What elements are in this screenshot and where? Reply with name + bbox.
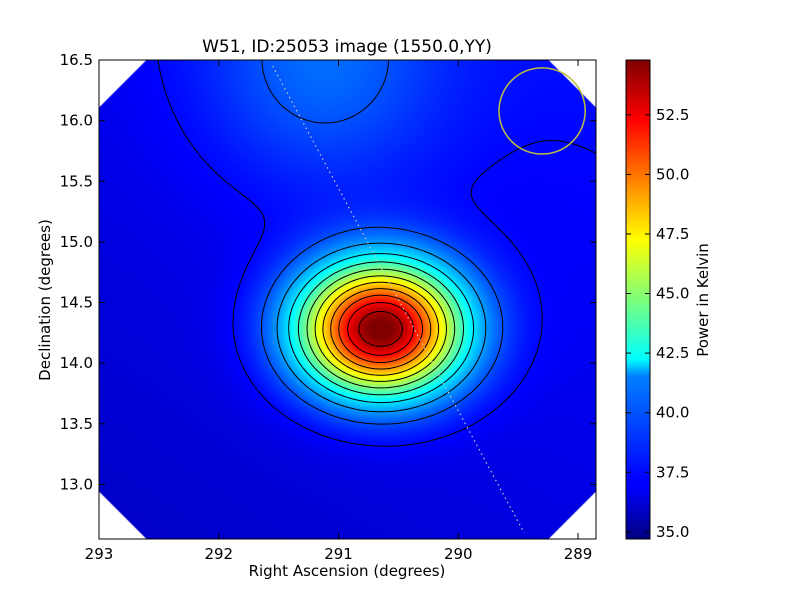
colorbar-tick-label: 42.5 [656, 344, 689, 362]
x-tick-label: 290 [444, 545, 473, 563]
contour-line-4 [288, 253, 475, 404]
colorbar-tick-label: 47.5 [656, 225, 689, 243]
dotted-line [272, 65, 525, 534]
y-tick-label: 15.0 [60, 233, 93, 251]
y-tick-label: 16.5 [60, 51, 93, 69]
contour-line-8 [322, 281, 440, 376]
colorbar-tick-label: 52.5 [656, 106, 689, 124]
contour-line-11 [347, 302, 415, 356]
x-tick-label: 293 [85, 545, 114, 563]
plot-frame [98, 59, 597, 540]
contour-line-5 [297, 261, 464, 396]
colorbar-tick-label: 40.0 [656, 404, 689, 422]
contour-line-10 [338, 294, 424, 363]
heatmap-area [98, 59, 597, 540]
x-axis-label: Right Ascension (degrees) [249, 562, 446, 580]
colorbar-ticks: 35.0 37.5 40.0 42.5 45.0 47.5 50.0 52.5 [626, 106, 689, 541]
x-axis: 293 292 291 290 289 [85, 60, 593, 563]
colorbar-label: Power in Kelvin [694, 243, 712, 357]
y-tick-label: 14.0 [60, 354, 93, 372]
contour-line-9 [330, 288, 432, 370]
x-tick-label: 291 [324, 545, 353, 563]
colorbar-tick-label: 50.0 [656, 165, 689, 183]
contour-line-3 [276, 242, 487, 413]
beam-circle [498, 67, 586, 155]
x-tick-label: 289 [564, 545, 593, 563]
colorbar-tick-label: 35.0 [656, 523, 689, 541]
y-tick-label: 15.5 [60, 172, 93, 190]
y-tick-label: 13.5 [60, 415, 93, 433]
y-tick-label: 13.0 [60, 475, 93, 493]
heatmap-image [99, 60, 596, 539]
contour-line-2 [261, 60, 504, 425]
colorbar-tick-label: 37.5 [656, 463, 689, 481]
y-axis: 13.0 13.5 14.0 14.5 15.0 15.5 16.0 16.5 [60, 51, 596, 493]
y-tick-label: 16.0 [60, 112, 93, 130]
colorbar: 35.0 37.5 40.0 42.5 45.0 47.5 50.0 52.5 Power i… [625, 59, 712, 541]
y-tick-label: 14.5 [60, 294, 93, 312]
contour-line-1 [157, 60, 596, 447]
colorbar-gradient [625, 59, 651, 540]
contour-line-12 [358, 311, 403, 347]
colorbar-tick-label: 45.0 [656, 285, 689, 303]
contour-lines [157, 60, 596, 447]
contour-line-7 [314, 275, 447, 382]
x-tick-label: 292 [204, 545, 233, 563]
chart-title: W51, ID:25053 image (1550.0,YY) [202, 37, 492, 57]
contour-line-6 [306, 268, 456, 389]
y-axis-label: Declination (degrees) [36, 219, 54, 381]
